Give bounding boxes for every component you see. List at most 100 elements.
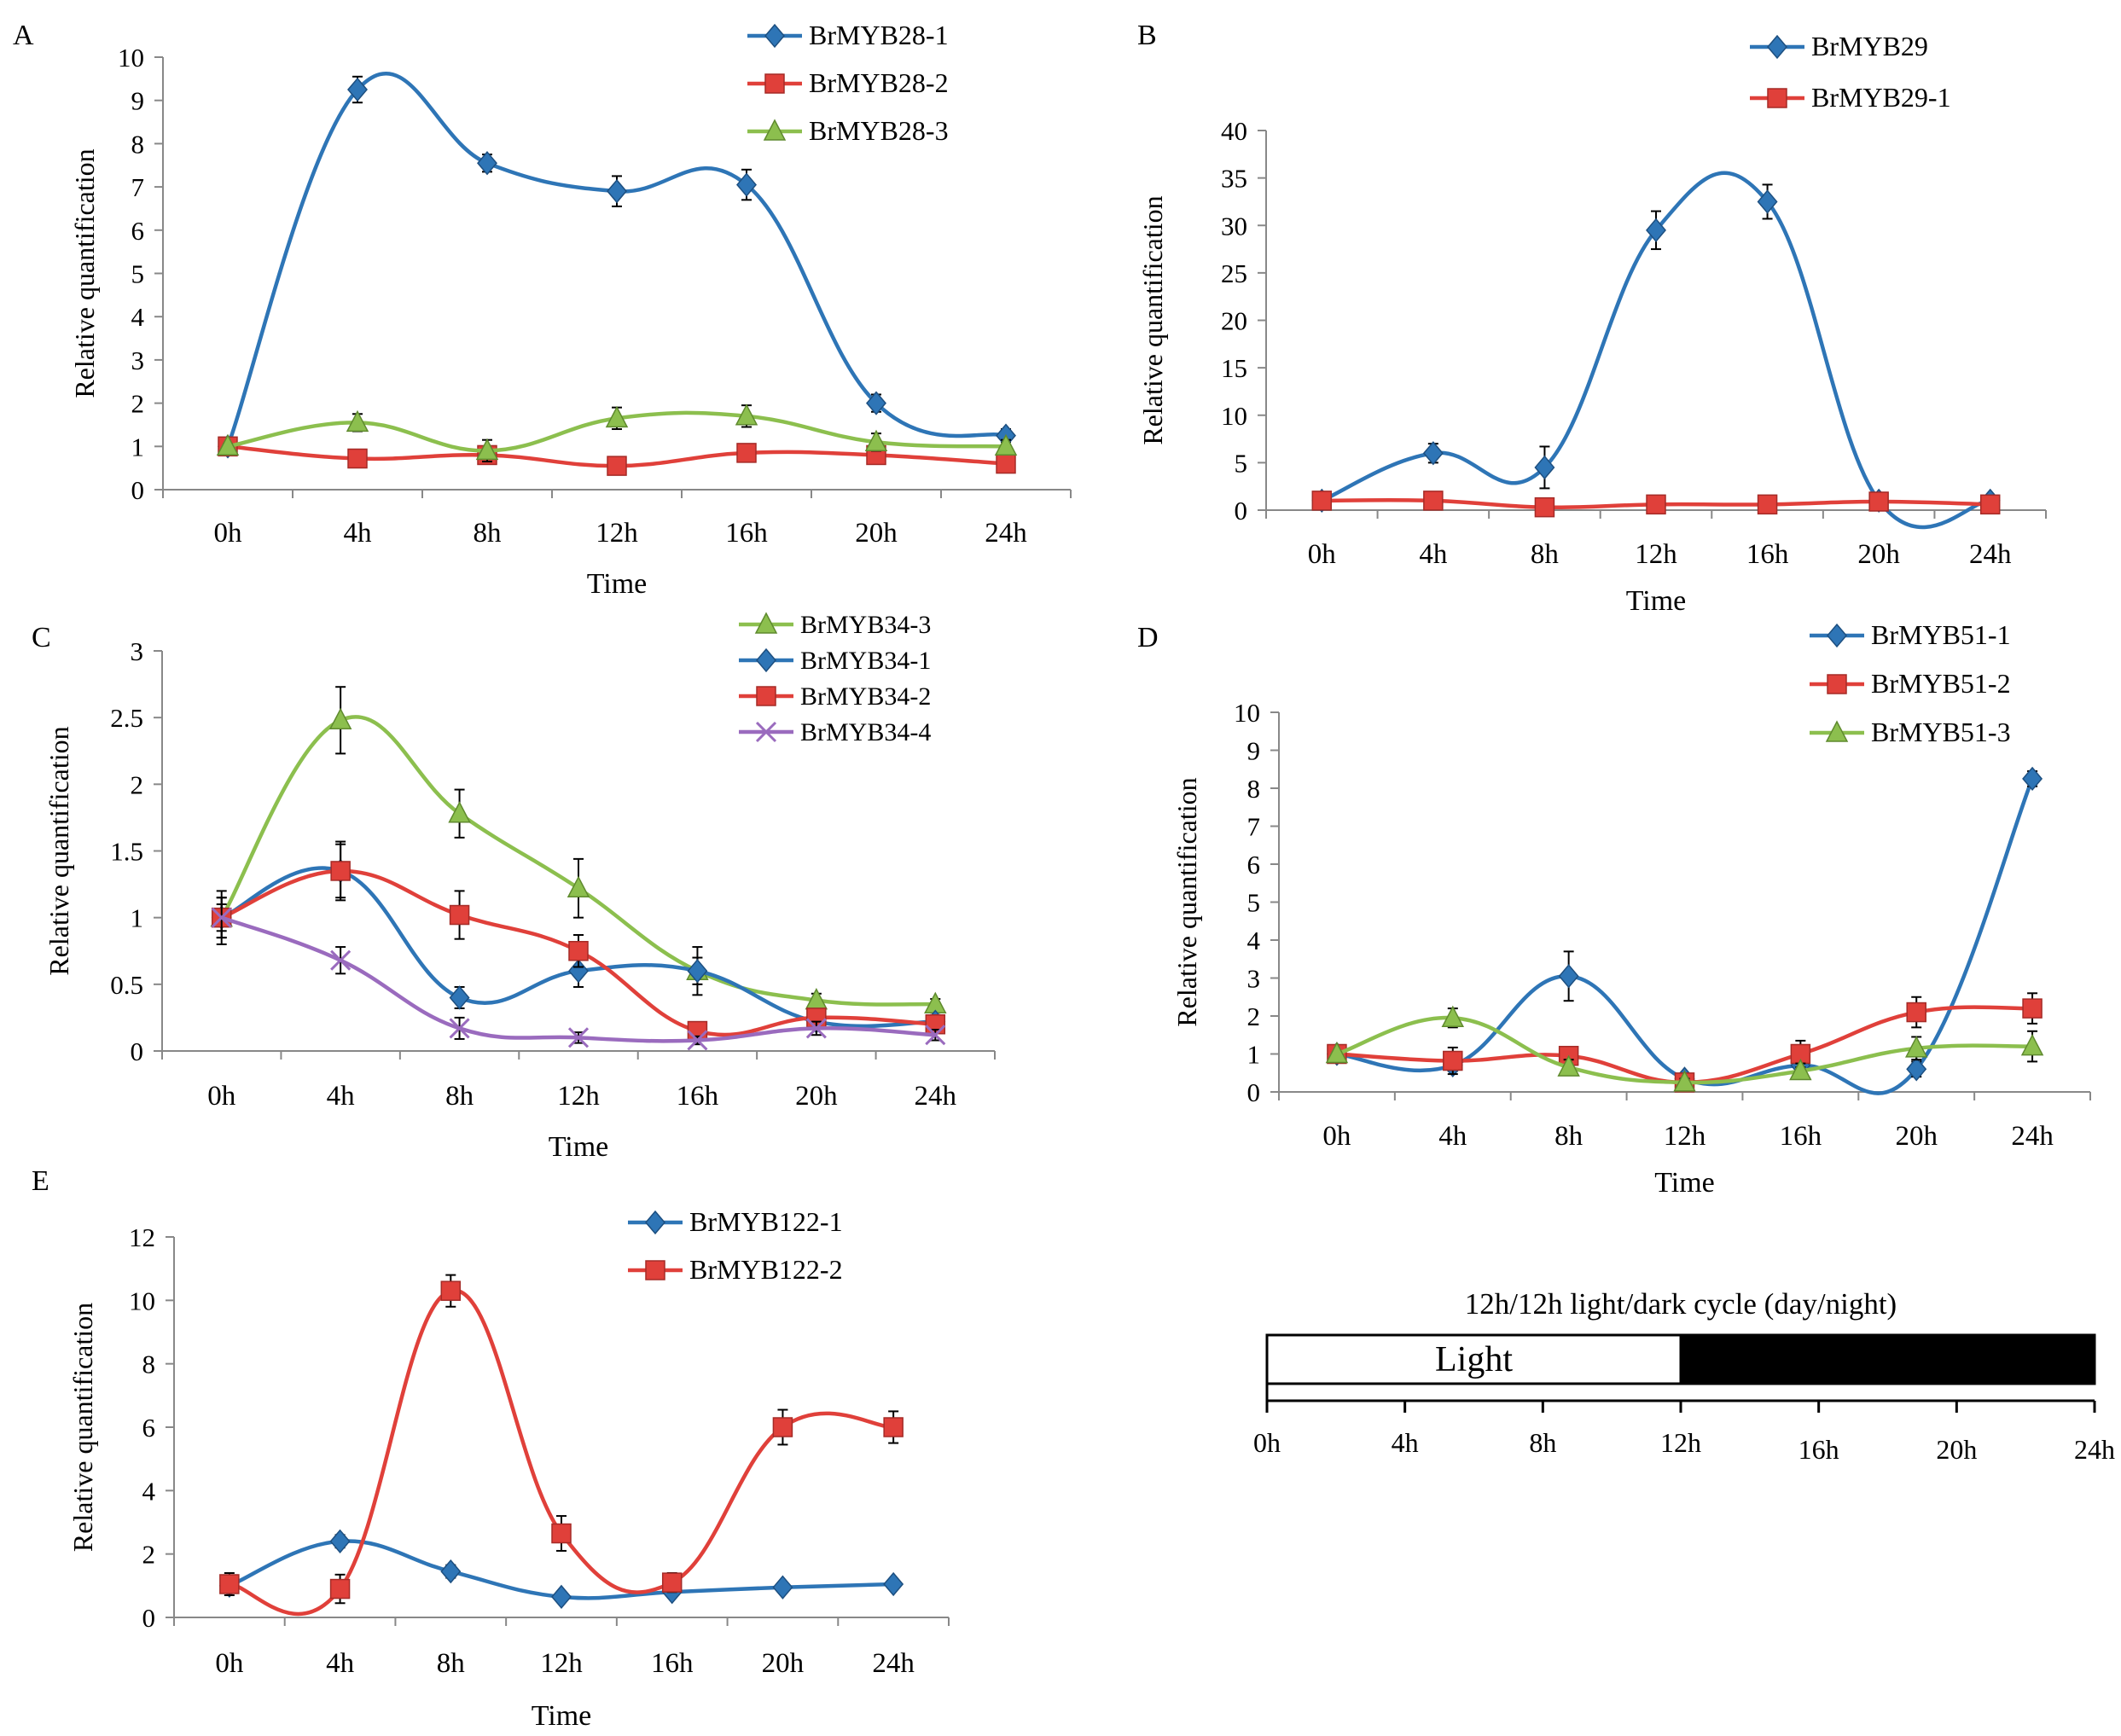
y-tick-label: 35 — [1221, 164, 1247, 194]
x-tick-label: 4h — [344, 518, 373, 549]
data-point — [1325, 1041, 1349, 1064]
y-tick-label: 20 — [1221, 306, 1247, 336]
data-point — [736, 172, 757, 197]
cycle-tick-label: 12h — [1660, 1427, 1701, 1458]
data-point — [996, 453, 1016, 474]
x-tick-label: 24h — [2011, 1121, 2054, 1152]
x-tick-label: 24h — [1969, 539, 2012, 570]
x-tick-label: 8h — [474, 518, 503, 549]
legend-label: BrMYB34-4 — [800, 718, 931, 746]
series-line — [219, 715, 936, 1007]
legend-marker — [754, 612, 778, 634]
cycle-tick-label: 16h — [1798, 1434, 1839, 1465]
y-tick-label: 3 — [131, 636, 144, 666]
x-tick-label: 16h — [1780, 1121, 1822, 1152]
data-point — [448, 801, 471, 823]
data-point — [330, 861, 351, 881]
cycle-title: 12h/12h light/dark cycle (day/night) — [1465, 1287, 1897, 1321]
y-tick-label: 10 — [129, 1286, 155, 1315]
x-axis-title: Time — [587, 568, 648, 600]
data-point — [772, 1417, 793, 1437]
y-tick-label: 5 — [1247, 888, 1261, 918]
legend-marker — [1767, 88, 1787, 108]
y-tick-label: 4 — [142, 1476, 156, 1506]
data-point — [329, 1578, 351, 1600]
x-tick-label: 24h — [915, 1081, 957, 1112]
x-tick-label: 12h — [1635, 539, 1677, 570]
y-axis-title: Relative quantification — [44, 726, 74, 975]
x-tick-label: 0h — [214, 518, 243, 549]
data-point — [687, 1030, 708, 1051]
data-point — [1906, 1057, 1927, 1082]
y-tick-label: 2 — [142, 1540, 156, 1570]
y-axis-title: Relative quantification — [67, 1303, 98, 1552]
cycle-tick-label: 20h — [1936, 1434, 1977, 1465]
data-point — [1868, 491, 1889, 512]
series-brmyb28-2: BrMYB28-2 — [218, 67, 1016, 476]
data-point — [551, 1523, 572, 1544]
data-point — [2020, 1033, 2044, 1056]
data-point — [883, 1417, 904, 1437]
y-tick-label: 3 — [1247, 964, 1261, 994]
y-axis-title: Relative quantification — [69, 148, 100, 398]
legend-label: BrMYB122-2 — [689, 1254, 843, 1285]
data-point — [925, 1025, 946, 1046]
x-tick-label: 16h — [725, 518, 768, 549]
y-tick-label: 15 — [1221, 353, 1247, 383]
series-line — [225, 72, 1007, 448]
data-point — [1534, 496, 1555, 518]
data-point — [449, 1018, 470, 1039]
y-tick-label: 10 — [118, 43, 144, 73]
y-tick-label: 9 — [131, 86, 145, 116]
y-tick-label: 0 — [1235, 496, 1248, 525]
data-point — [1789, 1058, 1812, 1081]
data-point — [687, 959, 708, 984]
data-point — [1757, 189, 1778, 214]
legend-marker — [645, 1260, 665, 1280]
x-tick-label: 0h — [215, 1648, 244, 1679]
y-tick-label: 12 — [129, 1222, 155, 1252]
x-tick-label: 12h — [1664, 1121, 1706, 1152]
data-point — [1904, 1036, 1928, 1058]
data-point — [440, 1280, 462, 1301]
x-tick-label: 4h — [326, 1648, 355, 1679]
data-point — [1443, 1050, 1463, 1071]
x-tick-label: 20h — [1857, 539, 1900, 570]
chart-panel-d: D 0 1 2 3 4 5 6 7 8 9 10 0h 4h 8h 12h 16h 20h 24h Time Relat… — [1137, 619, 2091, 1199]
y-tick-label: 40 — [1221, 116, 1247, 146]
data-point — [1557, 1054, 1580, 1077]
legend-label: BrMYB28-2 — [809, 67, 949, 98]
data-point — [449, 904, 470, 926]
cycle-tick-label: 8h — [1529, 1427, 1556, 1458]
x-tick-label: 4h — [327, 1081, 356, 1112]
legend-label: BrMYB29 — [1811, 31, 1928, 61]
light-dark-cycle: 12h/12h light/dark cycle (day/night) Ligh… — [1253, 1287, 2115, 1465]
x-tick-label: 0h — [1308, 539, 1337, 570]
x-tick-label: 20h — [855, 518, 898, 549]
data-point — [1979, 494, 2001, 515]
y-tick-label: 1 — [1247, 1040, 1261, 1070]
x-tick-label: 20h — [762, 1648, 805, 1679]
legend-marker — [1767, 34, 1787, 60]
y-tick-label: 2 — [131, 389, 145, 419]
data-point — [772, 1575, 793, 1600]
data-point — [216, 433, 240, 456]
legend-marker — [763, 119, 787, 141]
x-tick-label: 20h — [795, 1081, 838, 1112]
series-brmyb51-3: BrMYB51-3 — [1325, 717, 2044, 1092]
y-tick-label: 8 — [131, 129, 145, 159]
data-point — [1534, 455, 1555, 480]
y-tick-label: 5 — [131, 259, 145, 289]
x-tick-label: 16h — [677, 1081, 719, 1112]
data-point — [449, 985, 470, 1010]
x-axis-title: Time — [549, 1131, 609, 1163]
data-point — [1558, 964, 1579, 989]
y-tick-label: 6 — [131, 216, 145, 246]
data-point — [605, 405, 629, 428]
y-tick-label: 2.5 — [110, 703, 143, 733]
legend-marker — [1825, 720, 1849, 742]
series-brmyb34-3: BrMYB34-3 — [210, 611, 947, 1014]
data-point — [735, 404, 758, 426]
legend-marker — [764, 73, 785, 94]
y-tick-label: 0 — [1247, 1077, 1261, 1107]
